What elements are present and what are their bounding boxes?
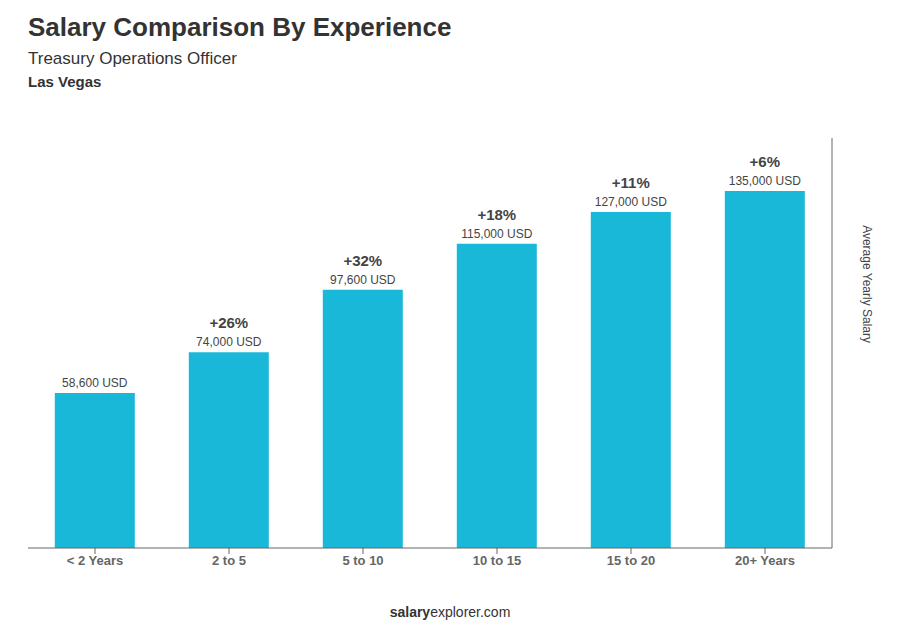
svg-text:+18%: +18% xyxy=(477,206,516,223)
html-text:Salary Comparison By Experienc: Salary Comparison By Experience xyxy=(28,12,452,42)
svg-text:2 to 5: 2 to 5 xyxy=(212,553,246,568)
svg-text:74,000 USD: 74,000 USD xyxy=(196,335,262,349)
svg-text:Average Yearly Salary: Average Yearly Salary xyxy=(860,225,874,343)
svg-text:5 to 10: 5 to 10 xyxy=(342,553,383,568)
html-text:Las Vegas: Las Vegas xyxy=(28,73,102,90)
svg-text:20+ Years: 20+ Years xyxy=(735,553,795,568)
svg-text:+32%: +32% xyxy=(343,252,382,269)
html-text:Treasury Operations Officer: Treasury Operations Officer xyxy=(28,49,237,68)
svg-text:97,600 USD: 97,600 USD xyxy=(330,273,396,287)
svg-text:+6%: +6% xyxy=(750,153,780,170)
svg-text:127,000 USD: 127,000 USD xyxy=(595,195,667,209)
svg-text:+11%: +11% xyxy=(612,174,650,191)
svg-text:< 2 Years: < 2 Years xyxy=(67,553,124,568)
svg-text:10 to 15: 10 to 15 xyxy=(473,553,521,568)
svg-text:15 to 20: 15 to 20 xyxy=(607,553,655,568)
svg-text:115,000 USD: 115,000 USD xyxy=(461,227,532,241)
html-text:salary explorer.com: salary explorer.com xyxy=(389,604,511,620)
svg-text:+26%: +26% xyxy=(209,314,248,331)
svg-text:135,000 USD: 135,000 USD xyxy=(729,174,801,188)
svg-text:58,600 USD: 58,600 USD xyxy=(62,376,128,390)
